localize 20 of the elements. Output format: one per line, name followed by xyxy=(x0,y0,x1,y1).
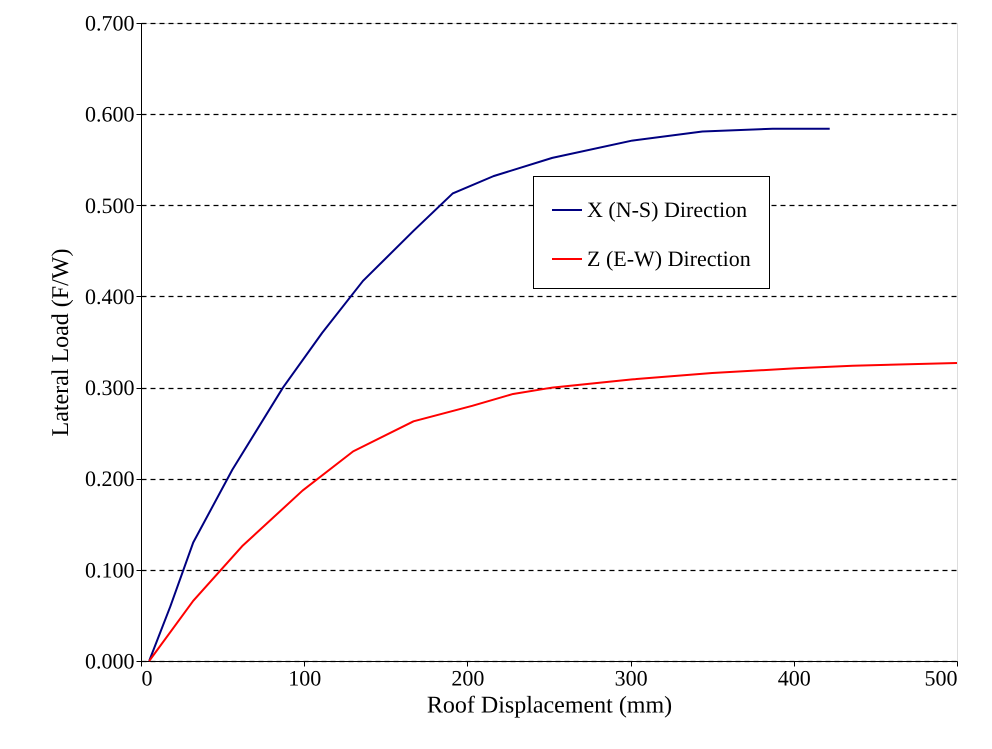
y-tick-label: 0.100 xyxy=(85,557,134,582)
x-tick-label: 400 xyxy=(778,666,811,690)
x-tick-label: 100 xyxy=(288,666,322,690)
y-tick-label: 0.000 xyxy=(85,648,134,674)
x-tick-label: 200 xyxy=(451,666,484,690)
legend-label: Z (E-W) Direction xyxy=(587,246,751,271)
x-tick-label: 300 xyxy=(614,666,648,690)
y-axis-title: Lateral Load (F/W) xyxy=(48,248,74,436)
legend-label: X (N-S) Direction xyxy=(587,197,748,222)
x-tick-label: 500 xyxy=(924,666,958,690)
x-axis-title: Roof Displacement (mm) xyxy=(426,692,672,718)
line-series xyxy=(148,128,831,662)
y-tick-label: 0.200 xyxy=(85,466,134,492)
y-tick-label: 0.400 xyxy=(85,284,134,309)
x-tick-label: 0 xyxy=(142,666,152,690)
y-tick-label: 0.600 xyxy=(85,102,134,127)
line-series xyxy=(148,362,958,662)
y-tick-label: 0.700 xyxy=(85,10,134,36)
y-tick-label: 0.300 xyxy=(85,375,134,400)
y-tick-label: 0.500 xyxy=(85,192,134,218)
